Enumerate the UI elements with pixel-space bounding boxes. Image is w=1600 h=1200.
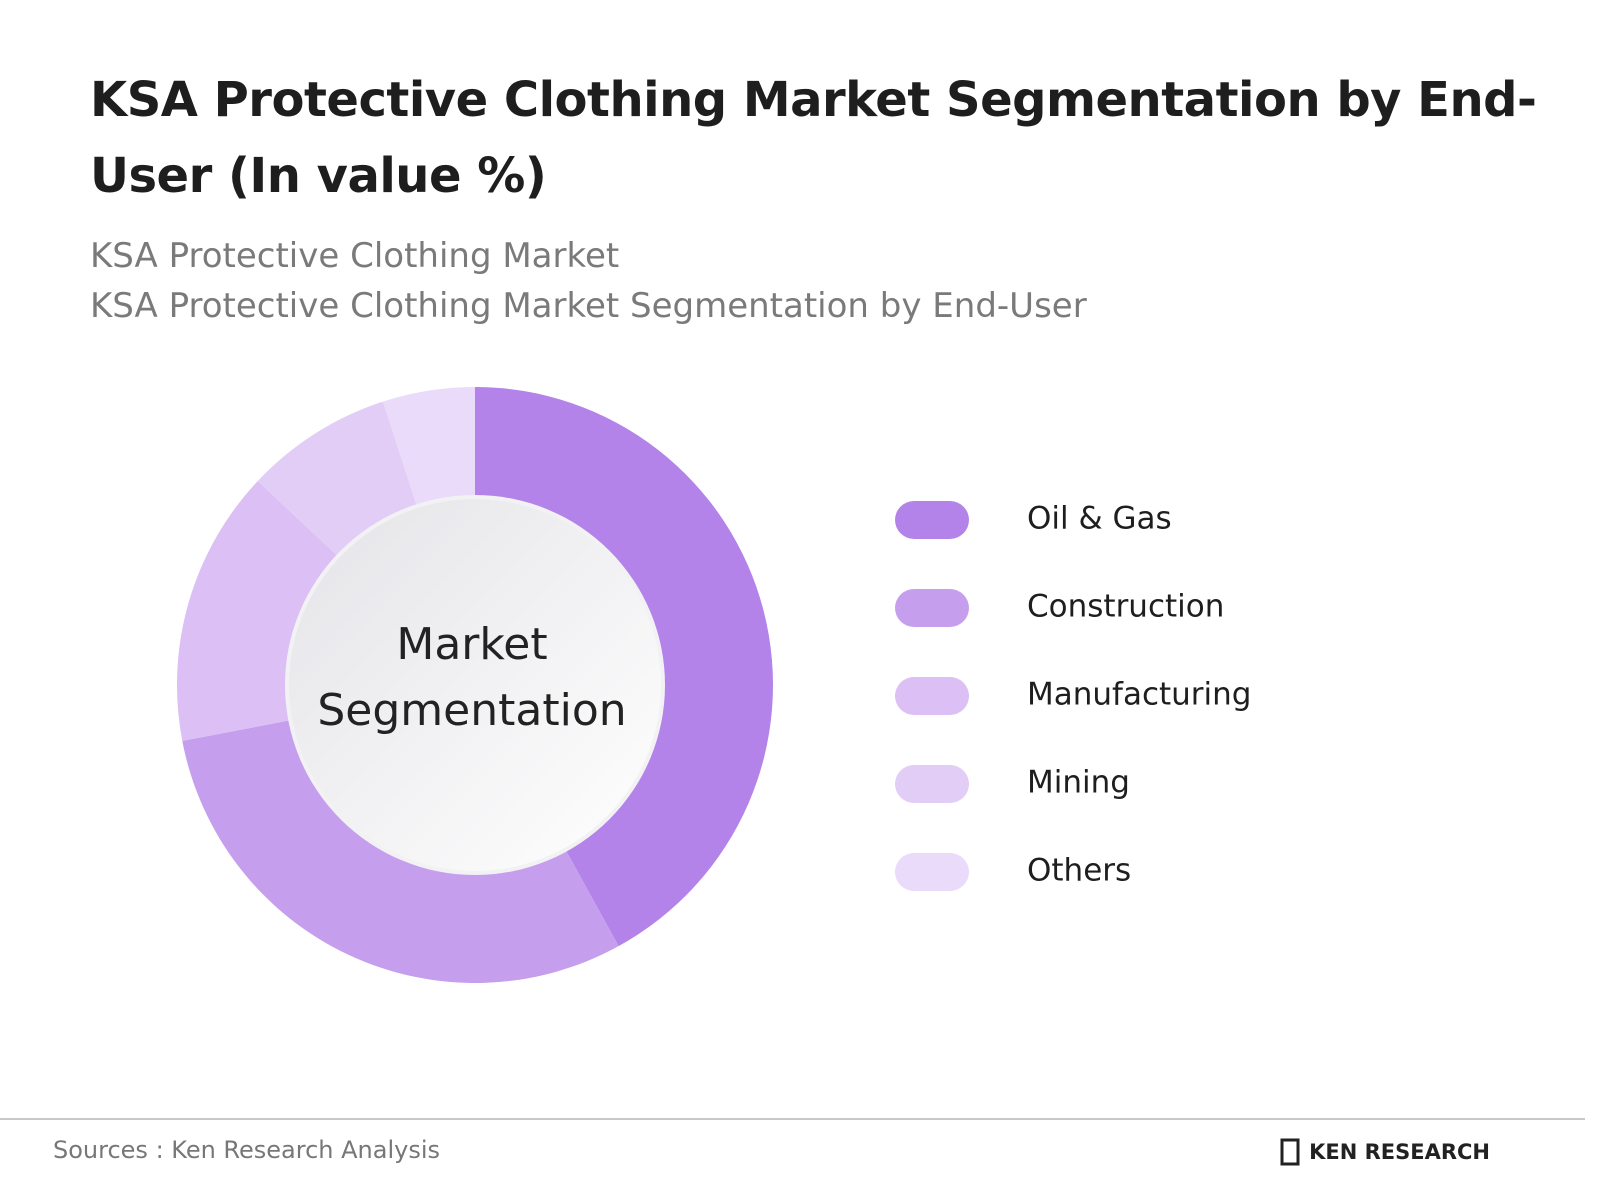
source: Sources : Ken Research Analysis <box>53 1136 440 1164</box>
chart-title: KSA Protective Clothing Market Segmentat… <box>90 72 1537 204</box>
logo-text: KEN RESEARCH <box>1309 1140 1490 1164</box>
center-label: Market <box>396 619 547 670</box>
legend-swatch <box>895 501 969 539</box>
legend-label: Oil & Gas <box>1027 501 1172 537</box>
legend-label: Manufacturing <box>1027 677 1251 713</box>
legend-label: Others <box>1027 853 1131 889</box>
logo-icon <box>1280 1138 1300 1166</box>
center-label: Segmentation <box>317 685 626 736</box>
legend-swatch <box>895 677 969 715</box>
subtitle: KSA Protective Clothing Market <box>90 236 620 276</box>
legend-swatch <box>895 765 969 803</box>
legend-label: Construction <box>1027 589 1224 625</box>
logo: KEN RESEARCH <box>1280 1138 1490 1166</box>
center-disc <box>289 499 661 871</box>
legend-swatch <box>895 589 969 627</box>
legend-label: Mining <box>1027 765 1130 801</box>
legend-swatch <box>895 853 969 891</box>
subtitle: KSA Protective Clothing Market Segmentat… <box>90 286 1087 326</box>
